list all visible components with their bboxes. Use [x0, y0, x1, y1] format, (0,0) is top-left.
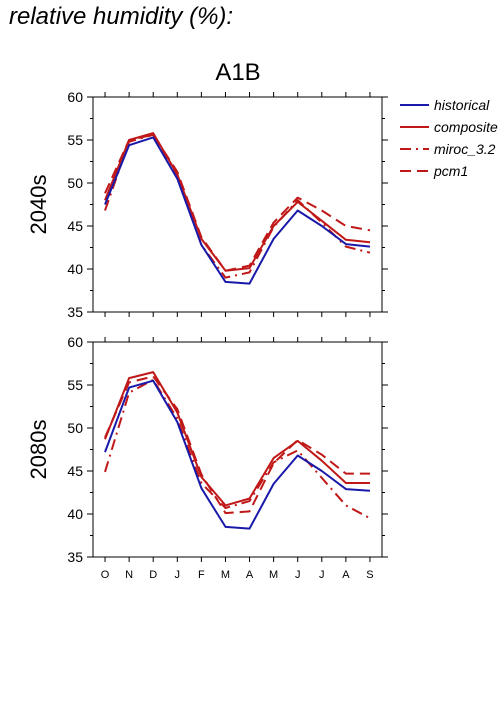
- x-tick-label: J: [319, 569, 325, 581]
- y-tick-label: 45: [67, 463, 83, 479]
- x-tick-label: D: [149, 569, 157, 581]
- y-tick-label: 50: [67, 175, 83, 191]
- y-tick-label: 40: [67, 261, 83, 277]
- chart-legend: historical composite miroc_3.2 pcm1: [400, 97, 498, 179]
- series-line-miroc_3.2: [104, 133, 371, 279]
- legend-label: miroc_3.2: [434, 141, 496, 157]
- x-tick-label: M: [269, 569, 278, 581]
- panel-frame: [92, 96, 383, 313]
- legend-item-historical: historical: [400, 97, 490, 113]
- series-line-historical: [104, 136, 371, 285]
- x-tick-label: A: [342, 569, 350, 581]
- legend-label: composite: [434, 119, 498, 135]
- panel-frame: [92, 341, 383, 558]
- chart-title: A1B: [215, 59, 260, 86]
- x-tick-label: F: [198, 569, 205, 581]
- x-tick-label: M: [221, 569, 230, 581]
- y-tick-label: 35: [67, 304, 83, 320]
- page-title: relative humidity (%):: [9, 3, 234, 30]
- y-tick-label: 60: [67, 334, 83, 350]
- panel-label: 2080s: [26, 420, 51, 480]
- legend-item-miroc_3.2: miroc_3.2: [400, 141, 496, 157]
- x-tick-label: N: [125, 569, 133, 581]
- legend-item-pcm1: pcm1: [400, 163, 468, 179]
- y-tick-label: 55: [67, 132, 83, 148]
- panel-2080s: 35 40 45 50 55 60 O N D J F M A M J J A S 2080s: [26, 334, 388, 581]
- legend-item-composite: composite: [400, 119, 498, 135]
- series-line-composite: [104, 371, 370, 507]
- series-line-pcm1: [104, 375, 370, 515]
- series-line-historical: [104, 379, 371, 530]
- x-tick-label: J: [295, 569, 301, 581]
- y-tick-label: 50: [67, 420, 83, 436]
- y-tick-label: 60: [67, 89, 83, 105]
- x-tick-label: S: [366, 569, 373, 581]
- panel-2040s: 35 40 45 50 55 60 2040s: [26, 89, 388, 320]
- x-tick-label: O: [101, 569, 110, 581]
- legend-label: pcm1: [433, 163, 468, 179]
- legend-label: historical: [434, 97, 490, 113]
- series-line-composite: [104, 132, 371, 272]
- y-tick-label: 45: [67, 218, 83, 234]
- x-tick-label: A: [246, 569, 254, 581]
- x-tick-label: J: [175, 569, 181, 581]
- series-line-pcm1: [104, 133, 371, 272]
- series-line-miroc_3.2: [104, 378, 371, 520]
- panel-label: 2040s: [26, 175, 51, 235]
- y-tick-label: 40: [67, 506, 83, 522]
- y-tick-label: 35: [67, 549, 83, 565]
- y-tick-label: 55: [67, 377, 83, 393]
- chart-panels: 35 40 45 50 55 60 2040s 35 40 45 50 55 60 O N D J F M A M J J A…: [26, 89, 388, 581]
